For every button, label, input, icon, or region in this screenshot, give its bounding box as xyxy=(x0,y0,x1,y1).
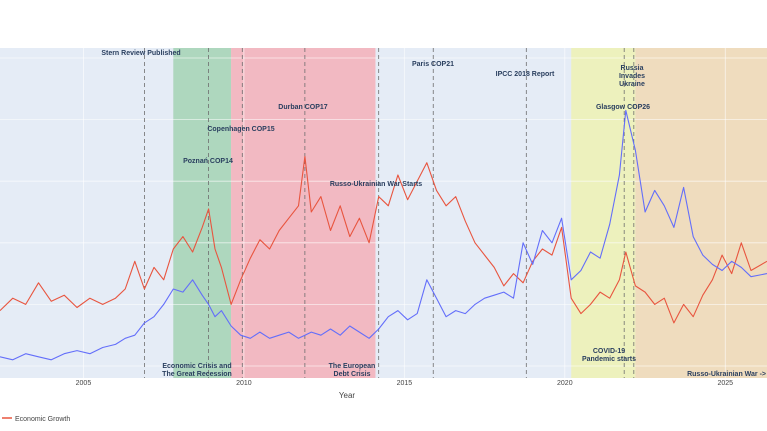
event-label-russia-invades-ukraine: Ukraine xyxy=(619,81,645,88)
legend-label-economic-growth: Economic Growth xyxy=(15,416,70,423)
event-label-stern-review-published: Stern Review Published xyxy=(101,50,180,57)
band-covid-19-pandemic-starts xyxy=(571,48,636,378)
band-label-economic-crisis-and-the-great-recession: Economic Crisis and xyxy=(162,363,231,370)
event-label-glasgow-cop26: Glasgow COP26 xyxy=(596,104,650,111)
x-axis-title: Year xyxy=(339,391,356,400)
annotations: Stern Review Published Poznań COP14 Copenh… xyxy=(101,50,766,378)
series-line-2 xyxy=(0,109,767,361)
band-label-russo-ukrainian-war: Russo-Ukrainian War -> xyxy=(687,371,766,378)
band-label-covid-19-pandemic-starts: COVID-19 xyxy=(593,348,625,355)
band-label-the-european-debt-crisis: The European xyxy=(329,363,376,370)
legend[interactable]: Economic Growth xyxy=(2,416,70,423)
x-tick-label-2015: 2015 xyxy=(397,380,413,387)
gridlines xyxy=(0,48,767,378)
band-economic-crisis-and-the-great-recession xyxy=(173,48,232,378)
event-label-russia-invades-ukraine: Russia xyxy=(621,65,644,72)
band-label-the-european-debt-crisis: Debt Crisis xyxy=(334,371,371,378)
x-tick-label-2005: 2005 xyxy=(76,380,92,387)
band-russo-ukrainian-war xyxy=(635,48,767,378)
x-tick-label-2025: 2025 xyxy=(717,380,733,387)
band-label-covid-19-pandemic-starts: Pandemic starts xyxy=(582,356,636,363)
event-label-durban-cop17: Durban COP17 xyxy=(278,104,328,111)
event-label-paris-cop21: Paris COP21 xyxy=(412,61,454,68)
event-label-ipcc-2018-report: IPCC 2018 Report xyxy=(496,71,555,78)
series-lines xyxy=(0,109,767,361)
band-the-european-debt-crisis xyxy=(231,48,376,378)
event-label-russo-ukrainian-war-starts: Russo-Ukrainian War Starts xyxy=(330,181,422,188)
event-label-russia-invades-ukraine: Invades xyxy=(619,73,645,80)
band-label-economic-crisis-and-the-great-recession: The Great Recession xyxy=(162,371,232,378)
x-tick-label-2020: 2020 xyxy=(557,380,573,387)
x-tick-label-2010: 2010 xyxy=(236,380,252,387)
series-line-economic-growth xyxy=(0,156,767,324)
x-axis: Year 2005 2010 2015 2020 2025 xyxy=(76,380,734,400)
event-label-pozna-cop14: Poznań COP14 xyxy=(183,158,233,165)
event-label-copenhagen-cop15: Copenhagen COP15 xyxy=(207,126,274,133)
shaded-periods xyxy=(173,48,767,378)
